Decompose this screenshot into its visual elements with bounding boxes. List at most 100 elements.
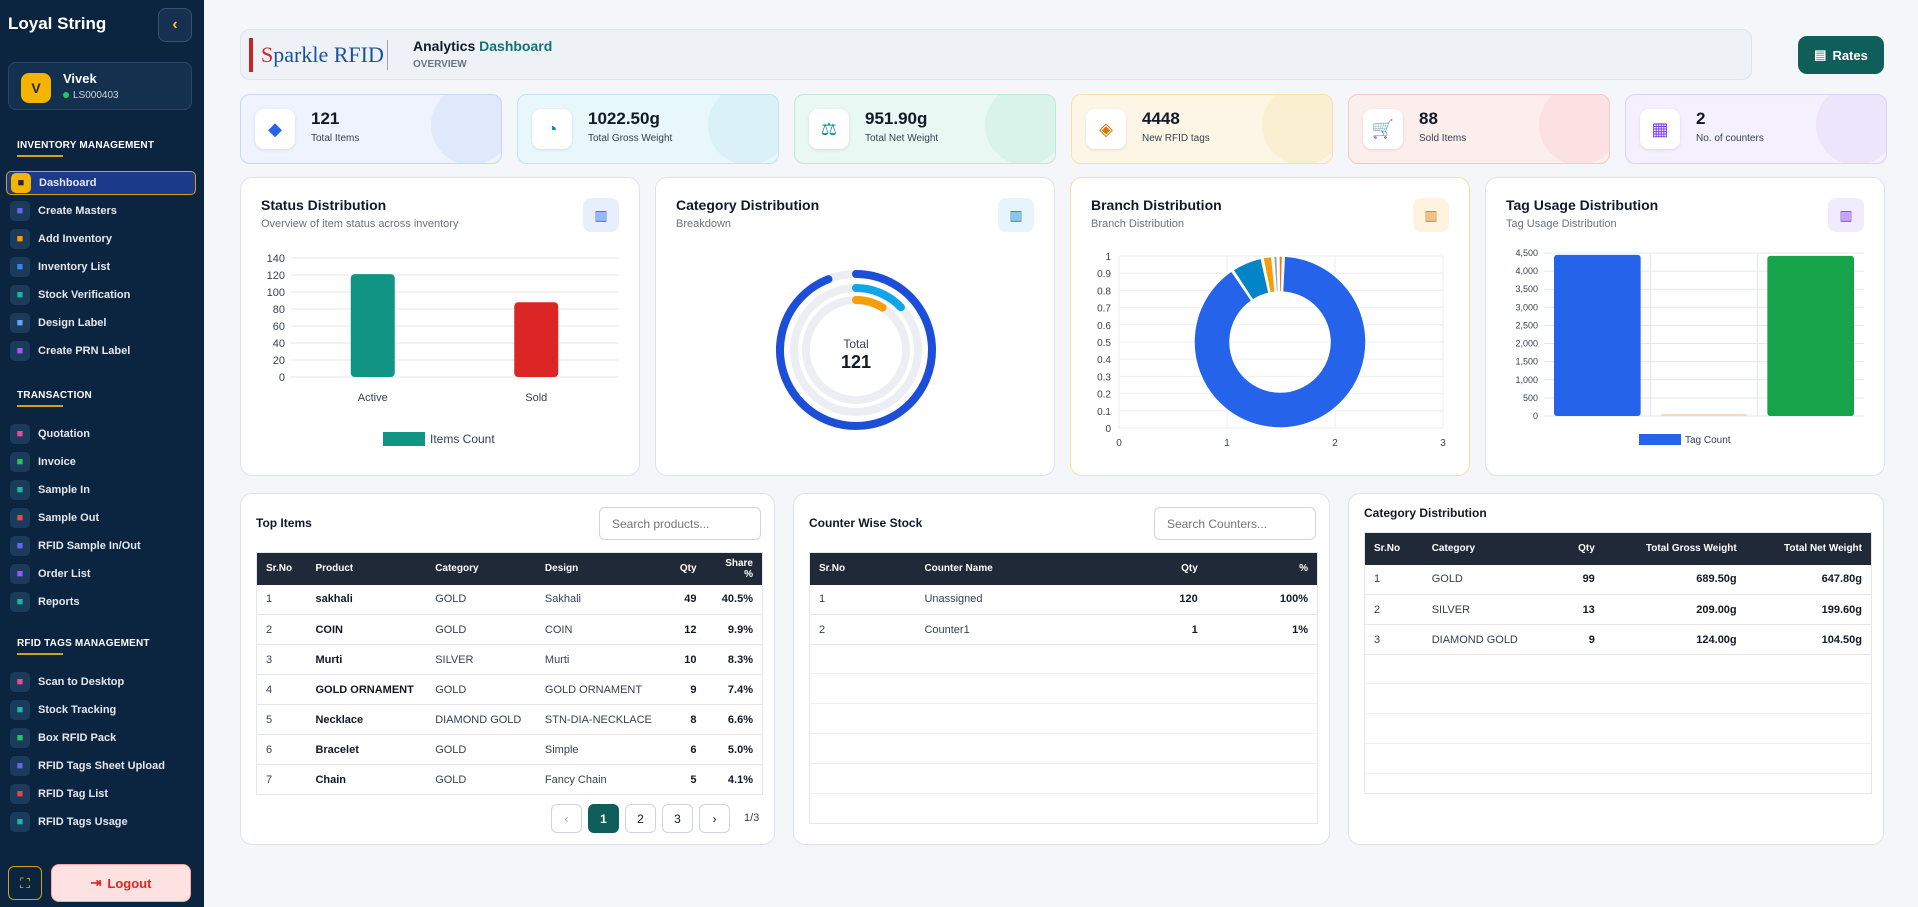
pie-icon: ■ [10, 812, 30, 832]
column-header: Product [306, 552, 427, 585]
table-row[interactable]: 6 Bracelet GOLD Simple 6 5.0% [256, 734, 763, 765]
table-row[interactable]: 1 Unassigned 120 100% [809, 584, 1318, 615]
x-tick-label: Active [358, 392, 388, 404]
sidebar-item-scan-to-desktop[interactable]: ■ Scan to Desktop [6, 670, 196, 694]
table-row[interactable]: 3 Murti SILVER Murti 10 8.3% [256, 644, 763, 675]
sidebar-item-reports[interactable]: ■ Reports [6, 590, 196, 614]
y-tick-label: 0.5 [1097, 338, 1111, 349]
table-cell: 4 [256, 674, 307, 705]
sidebar-item-design-label[interactable]: ■ Design Label [6, 311, 196, 335]
page-button[interactable]: 1 [588, 804, 619, 833]
boxes-icon: ■ [10, 229, 30, 249]
table-cell: Chain [306, 764, 427, 795]
chart-title: Tag Usage Distribution [1506, 197, 1659, 213]
rates-button[interactable]: ▤ Rates [1798, 36, 1884, 74]
bar-chart-icon[interactable]: ▥ [1828, 198, 1864, 232]
y-tick-label: 0.7 [1097, 304, 1111, 315]
y-tick-label: 4,500 [1515, 248, 1538, 258]
top-items-table: Sr.No Product Category Design Qty Share % 1 sak… [256, 552, 763, 795]
bar-chart-icon[interactable]: ▥ [583, 198, 619, 232]
table-cell: 7.4% [705, 674, 763, 705]
page-button[interactable]: 2 [625, 804, 656, 833]
bar-chart-icon[interactable]: ▥ [998, 198, 1034, 232]
search-products-input[interactable] [599, 507, 761, 540]
sidebar-item-order-list[interactable]: ■ Order List [6, 562, 196, 586]
table-cell: 3 [1364, 624, 1423, 655]
table-row[interactable]: 1 GOLD 99 689.50g 647.80g [1364, 564, 1872, 595]
sidebar-item-create-masters[interactable]: ■ Create Masters [6, 199, 196, 223]
sidebar-item-sample-in[interactable]: ■ Sample In [6, 478, 196, 502]
column-header: Qty [1120, 552, 1207, 585]
store-icon: ▦ [1640, 109, 1680, 149]
table-cell: 5.0% [705, 734, 763, 765]
table-cell: 2 [1364, 594, 1423, 625]
table-cell: 9 [1558, 624, 1604, 655]
column-header: Category [1422, 532, 1559, 565]
column-header: Sr.No [1364, 532, 1423, 565]
table-row[interactable]: 2 SILVER 13 209.00g 199.60g [1364, 594, 1872, 625]
table-row[interactable]: 2 COIN GOLD COIN 12 9.9% [256, 614, 763, 645]
sidebar-item-label: RFID Tags Usage [38, 816, 128, 828]
sidebar-item-label: Invoice [38, 456, 76, 468]
decorative-blob [1816, 95, 1886, 163]
table-cell: Fancy Chain [535, 764, 671, 795]
sidebar-item-sample-out[interactable]: ■ Sample Out [6, 506, 196, 530]
counter-stock-table: Sr.No Counter Name Qty% 1 Unassigned 120 100% 2… [809, 552, 1318, 645]
stat-label: No. of counters [1696, 133, 1764, 144]
y-tick-label: 0 [1533, 411, 1538, 421]
sidebar-item-inventory-list[interactable]: ■ Inventory List [6, 255, 196, 279]
sidebar-item-rfid-tags-sheet-upload[interactable]: ■ RFID Tags Sheet Upload [6, 754, 196, 778]
sidebar-item-label: Stock Verification [38, 289, 131, 301]
table-row[interactable]: 1 sakhali GOLD Sakhali 49 40.5% [256, 584, 763, 615]
sidebar-item-dashboard[interactable]: ■ Dashboard [6, 171, 196, 195]
sidebar-item-quotation[interactable]: ■ Quotation [6, 422, 196, 446]
table-cell: DIAMOND GOLD [1422, 624, 1559, 655]
table-cell: Simple [535, 734, 671, 765]
sidebar-item-invoice[interactable]: ■ Invoice [6, 450, 196, 474]
table-row[interactable]: 3 DIAMOND GOLD 9 124.00g 104.50g [1364, 624, 1872, 655]
center-label: Total [843, 337, 868, 351]
table-cell: 4.1% [705, 764, 763, 795]
table-cell: 1 [809, 584, 916, 615]
sidebar-item-rfid-tag-list[interactable]: ■ RFID Tag List [6, 782, 196, 806]
sidebar-item-rfid-tags-usage[interactable]: ■ RFID Tags Usage [6, 810, 196, 834]
column-header: Total Net Weight [1745, 532, 1872, 565]
sidebar-item-add-inventory[interactable]: ■ Add Inventory [6, 227, 196, 251]
chart-title: Branch Distribution [1091, 197, 1222, 213]
stat-value: 88 [1419, 109, 1438, 128]
bar-chart-icon[interactable]: ▥ [1413, 198, 1449, 232]
next-page-button[interactable]: › [699, 804, 730, 833]
sidebar-item-create-prn-label[interactable]: ■ Create PRN Label [6, 339, 196, 363]
y-tick-label: 120 [267, 270, 285, 282]
stat-value: 1022.50g [588, 109, 660, 128]
user-card[interactable]: V Vivek LS000403 [8, 62, 192, 110]
section-rfid-tags-management: RFID TAGS MANAGEMENT [17, 638, 150, 655]
table-cell: GOLD [426, 584, 536, 615]
sidebar-item-stock-verification[interactable]: ■ Stock Verification [6, 283, 196, 307]
cart-icon: 🛒 [1363, 109, 1403, 149]
table-row[interactable]: 5 Necklace DIAMOND GOLD STN-DIA-NECKLACE 8 6.… [256, 704, 763, 735]
page-button[interactable]: 3 [662, 804, 693, 833]
table-cell: 124.00g [1603, 624, 1746, 655]
collapse-sidebar-button[interactable]: ‹ [158, 8, 192, 42]
logout-button[interactable]: ⇥ Logout [51, 864, 191, 902]
y-tick-label: 0 [279, 372, 285, 384]
sidebar-item-label: Sample In [38, 484, 90, 496]
sidebar-item-box-rfid-pack[interactable]: ■ Box RFID Pack [6, 726, 196, 750]
branch-distribution-card: Branch Distribution Branch Distribution … [1070, 177, 1470, 476]
sidebar-item-rfid-sample-in-out[interactable]: ■ RFID Sample In/Out [6, 534, 196, 558]
fullscreen-button[interactable]: ⛶ [8, 866, 42, 900]
tracking-icon: ■ [10, 700, 30, 720]
y-tick-label: 0.1 [1097, 407, 1111, 418]
sidebar-item-stock-tracking[interactable]: ■ Stock Tracking [6, 698, 196, 722]
table-row[interactable]: 4 GOLD ORNAMENT GOLD GOLD ORNAMENT 9 7.4% [256, 674, 763, 705]
stat-value: 2 [1696, 109, 1706, 128]
table-row[interactable]: 2 Counter1 1 1% [809, 614, 1318, 645]
search-counters-input[interactable] [1154, 507, 1316, 540]
column-header: Qty [1558, 532, 1604, 565]
prev-page-button[interactable]: ‹ [551, 804, 582, 833]
table-row[interactable]: 7 Chain GOLD Fancy Chain 5 4.1% [256, 764, 763, 795]
sidebar-item-label: Scan to Desktop [38, 676, 125, 688]
logout-icon: ⇥ [90, 875, 102, 890]
